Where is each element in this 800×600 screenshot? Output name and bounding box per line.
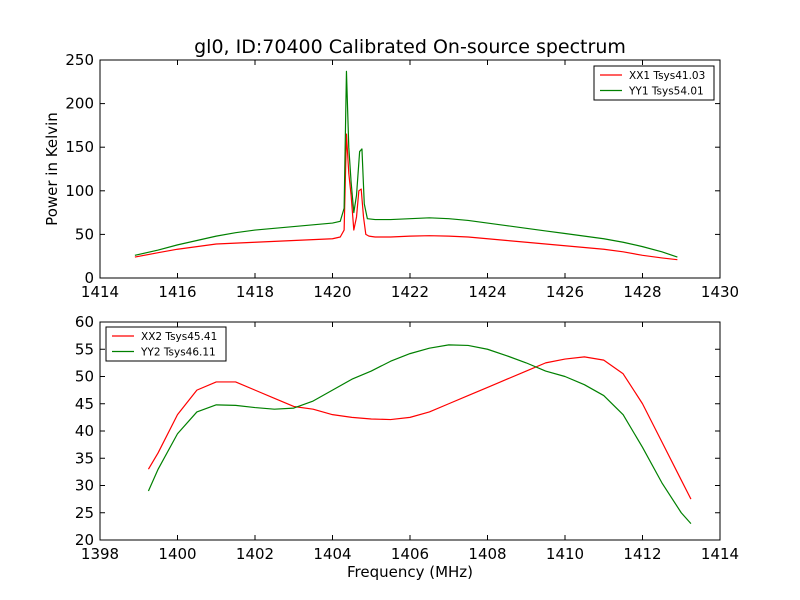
y-tick-label: 60 bbox=[75, 313, 94, 331]
x-tick-label: 1406 bbox=[391, 545, 429, 563]
x-axis-label: Frequency (MHz) bbox=[347, 563, 473, 581]
y-tick-label: 20 bbox=[75, 531, 94, 549]
y-tick-label: 0 bbox=[84, 269, 94, 287]
series-line-2 bbox=[134, 70, 678, 258]
legend-entry: YY1 Tsys54.01 bbox=[628, 86, 704, 98]
legend-entry: XX1 Tsys41.03 bbox=[629, 70, 705, 82]
x-tick-label: 1430 bbox=[701, 283, 739, 301]
x-tick-label: 1404 bbox=[313, 545, 351, 563]
y-tick-label: 250 bbox=[65, 51, 94, 69]
x-tick-label: 1398 bbox=[81, 545, 119, 563]
x-tick-label: 1426 bbox=[546, 283, 584, 301]
x-tick-label: 1408 bbox=[468, 545, 506, 563]
y-tick-label: 200 bbox=[65, 95, 94, 113]
x-tick-label: 1420 bbox=[313, 283, 351, 301]
x-tick-label: 1414 bbox=[701, 545, 739, 563]
top-panel: 1414 1416 1418 1420 1422 1424 1426 1428 1430 0 50 1… bbox=[43, 51, 739, 301]
x-tick-label: 1418 bbox=[236, 283, 274, 301]
legend-entry: YY2 Tsys46.11 bbox=[140, 347, 216, 359]
x-tick-label: 1402 bbox=[236, 545, 274, 563]
legend: XX1 Tsys41.03 YY1 Tsys54.01 bbox=[593, 65, 715, 101]
series-line-1 bbox=[134, 133, 678, 261]
x-tick-label: 1416 bbox=[158, 283, 196, 301]
x-tick-label: 1414 bbox=[81, 283, 119, 301]
y-tick-label: 100 bbox=[65, 182, 94, 200]
y-tick-label: 150 bbox=[65, 138, 94, 156]
y-tick-label: 45 bbox=[75, 395, 94, 413]
y-tick-label: 50 bbox=[75, 368, 94, 386]
x-tick-label: 1424 bbox=[468, 283, 506, 301]
y-tick-label: 50 bbox=[75, 225, 94, 243]
y-tick-label: 25 bbox=[75, 504, 94, 522]
legend-box bbox=[593, 65, 715, 101]
legend-entry: XX2 Tsys45.41 bbox=[141, 331, 217, 343]
series-line-2 bbox=[147, 344, 692, 525]
y-tick-label: 40 bbox=[75, 422, 94, 440]
legend-box bbox=[105, 326, 227, 362]
x-tick-label: 1410 bbox=[546, 545, 584, 563]
y-tick-label: 30 bbox=[75, 477, 94, 495]
x-tick-label: 1428 bbox=[623, 283, 661, 301]
x-tick-label: 1422 bbox=[391, 283, 429, 301]
chart-title: gl0, ID:70400 Calibrated On-source spect… bbox=[194, 36, 626, 58]
x-tick-label: 1400 bbox=[158, 545, 196, 563]
bottom-panel: 1398 1400 1402 1404 1406 1408 1410 1412 1414 20 25… bbox=[75, 313, 739, 581]
y-axis-label: Power in Kelvin bbox=[43, 112, 61, 226]
y-tick-label: 35 bbox=[75, 449, 94, 467]
y-tick-label: 55 bbox=[75, 340, 94, 358]
legend: XX2 Tsys45.41 YY2 Tsys46.11 bbox=[105, 326, 227, 362]
series-line-1 bbox=[147, 356, 692, 500]
x-tick-label: 1412 bbox=[623, 545, 661, 563]
